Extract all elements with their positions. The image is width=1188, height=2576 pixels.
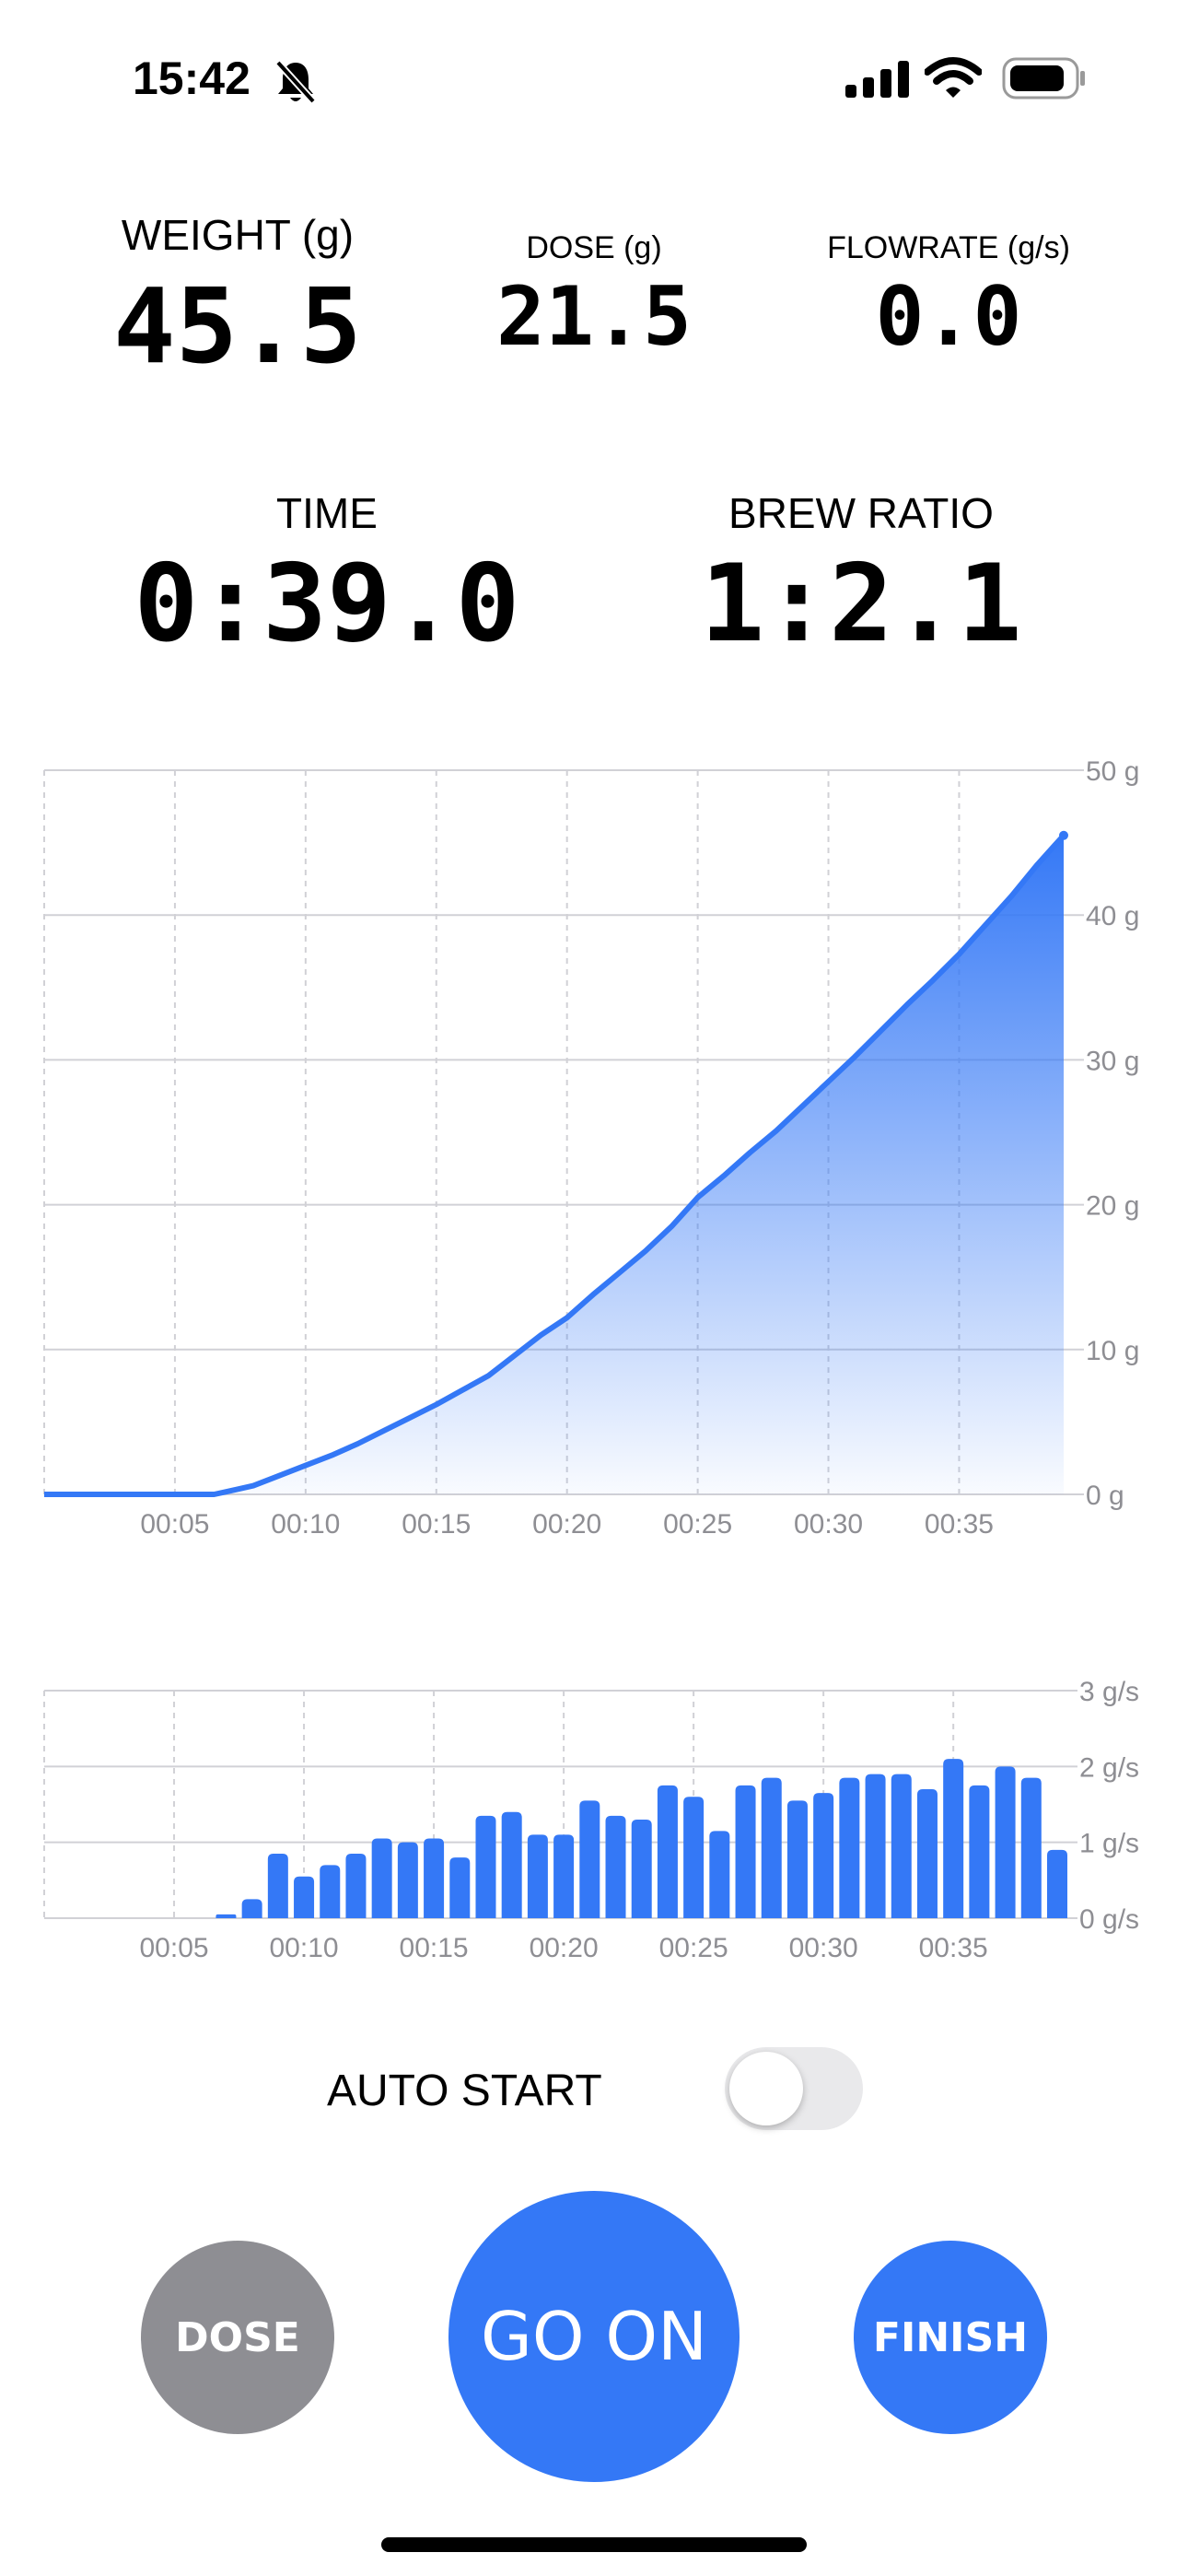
dose-label: DOSE (g) [526,230,662,265]
flow-bar [553,1834,575,1918]
weight-y-tick-label: 0 g [1086,1481,1124,1511]
brew-ratio-label: BREW RATIO [728,489,994,537]
weight-y-tick-label: 30 g [1086,1046,1139,1076]
go-on-button[interactable]: GO ON [448,2191,740,2482]
wifi-icon [924,57,983,104]
flow-bar [1020,1777,1042,1918]
flow-bar [397,1842,418,1918]
battery-icon [1002,57,1087,104]
flow-bar [241,1899,262,1918]
weight-y-tick-label: 50 g [1086,756,1139,787]
flow-bar [631,1819,652,1918]
flow-bar [657,1785,678,1918]
time-label: TIME [276,489,378,537]
status-time: 15:42 [133,53,250,104]
flow-bar [916,1789,938,1918]
flow-x-tick-label: 00:20 [530,1933,599,1963]
weight-x-tick-label: 00:30 [794,1509,863,1539]
weight-x-tick-label: 00:20 [532,1509,601,1539]
flow-bar [735,1785,756,1918]
flow-y-tick-label: 2 g/s [1079,1752,1139,1783]
flow-bar [579,1800,600,1918]
brew-ratio-value: 1:2.1 [700,542,1022,666]
flow-bar [267,1854,288,1918]
flow-bar [371,1838,392,1918]
flow-bar [839,1777,860,1918]
flow-bar [813,1793,834,1918]
weight-label: WEIGHT (g) [121,211,355,259]
weight-y-tick-label: 40 g [1086,901,1139,931]
flow-bar [501,1811,522,1918]
flow-bar [995,1766,1016,1918]
auto-start-toggle[interactable] [725,2047,863,2130]
flow-bar [786,1800,808,1918]
flow-bar [709,1831,730,1918]
flowrate-label: FLOWRATE (g/s) [827,230,1070,265]
flow-bar [761,1777,782,1918]
flow-x-tick-label: 00:30 [789,1933,858,1963]
weight-y-tick-label: 10 g [1086,1336,1139,1366]
flow-bar [865,1774,886,1918]
flowrate-chart: 0 g/s 1 g/s 2 g/s 3 g/s 00:05 00:10 00:15 00:20… [43,1677,1139,1963]
weight-line [44,833,1066,1497]
home-indicator[interactable] [381,2537,807,2552]
flow-bar [294,1876,315,1918]
flow-x-tick-label: 00:15 [400,1933,469,1963]
weight-value: 45.5 [113,267,362,387]
dose-button[interactable]: DOSE [141,2241,334,2434]
weight-last-point [1059,830,1068,840]
finish-button[interactable]: FINISH [854,2241,1047,2434]
weight-y-tick-label: 20 g [1086,1191,1139,1222]
time-value: 0:39.0 [134,542,520,666]
flow-bar [449,1857,471,1918]
flow-bar [215,1914,237,1918]
mute-bell-icon [274,59,317,110]
weight-area [44,835,1064,1494]
flow-y-tick-label: 0 g/s [1079,1904,1139,1935]
dose-value: 21.5 [496,269,692,364]
flow-x-tick-label: 00:25 [659,1933,728,1963]
flow-bar [475,1815,496,1918]
flow-bar [424,1838,445,1918]
flow-x-tick-label: 00:10 [270,1933,339,1963]
auto-start-label: AUTO START [327,2067,602,2115]
flow-x-tick-label: 00:05 [139,1933,208,1963]
weight-x-tick-label: 00:25 [663,1509,732,1539]
toggle-knob [729,2052,803,2125]
flowrate-value: 0.0 [875,269,1022,364]
weight-x-tick-label: 00:05 [140,1509,209,1539]
flow-y-tick-label: 1 g/s [1079,1829,1139,1859]
flow-bar [683,1797,705,1918]
flow-bar [527,1834,548,1918]
weight-x-tick-label: 00:10 [271,1509,340,1539]
weight-chart: 0 g 10 g 20 g 30 g 40 g 50 g 00:05 00:10 00:15 00… [43,756,1139,1539]
flow-bar [1047,1849,1067,1918]
flow-bar [320,1865,341,1918]
signal-icon [845,61,910,102]
flow-bar [605,1815,626,1918]
flow-bar [969,1785,990,1918]
flow-bar [891,1774,912,1918]
flow-bar [345,1854,367,1918]
weight-x-tick-label: 00:35 [925,1509,994,1539]
weight-x-tick-label: 00:15 [402,1509,471,1539]
flow-x-tick-label: 00:35 [919,1933,988,1963]
flow-y-tick-label: 3 g/s [1079,1677,1139,1707]
flow-bar [943,1759,964,1918]
